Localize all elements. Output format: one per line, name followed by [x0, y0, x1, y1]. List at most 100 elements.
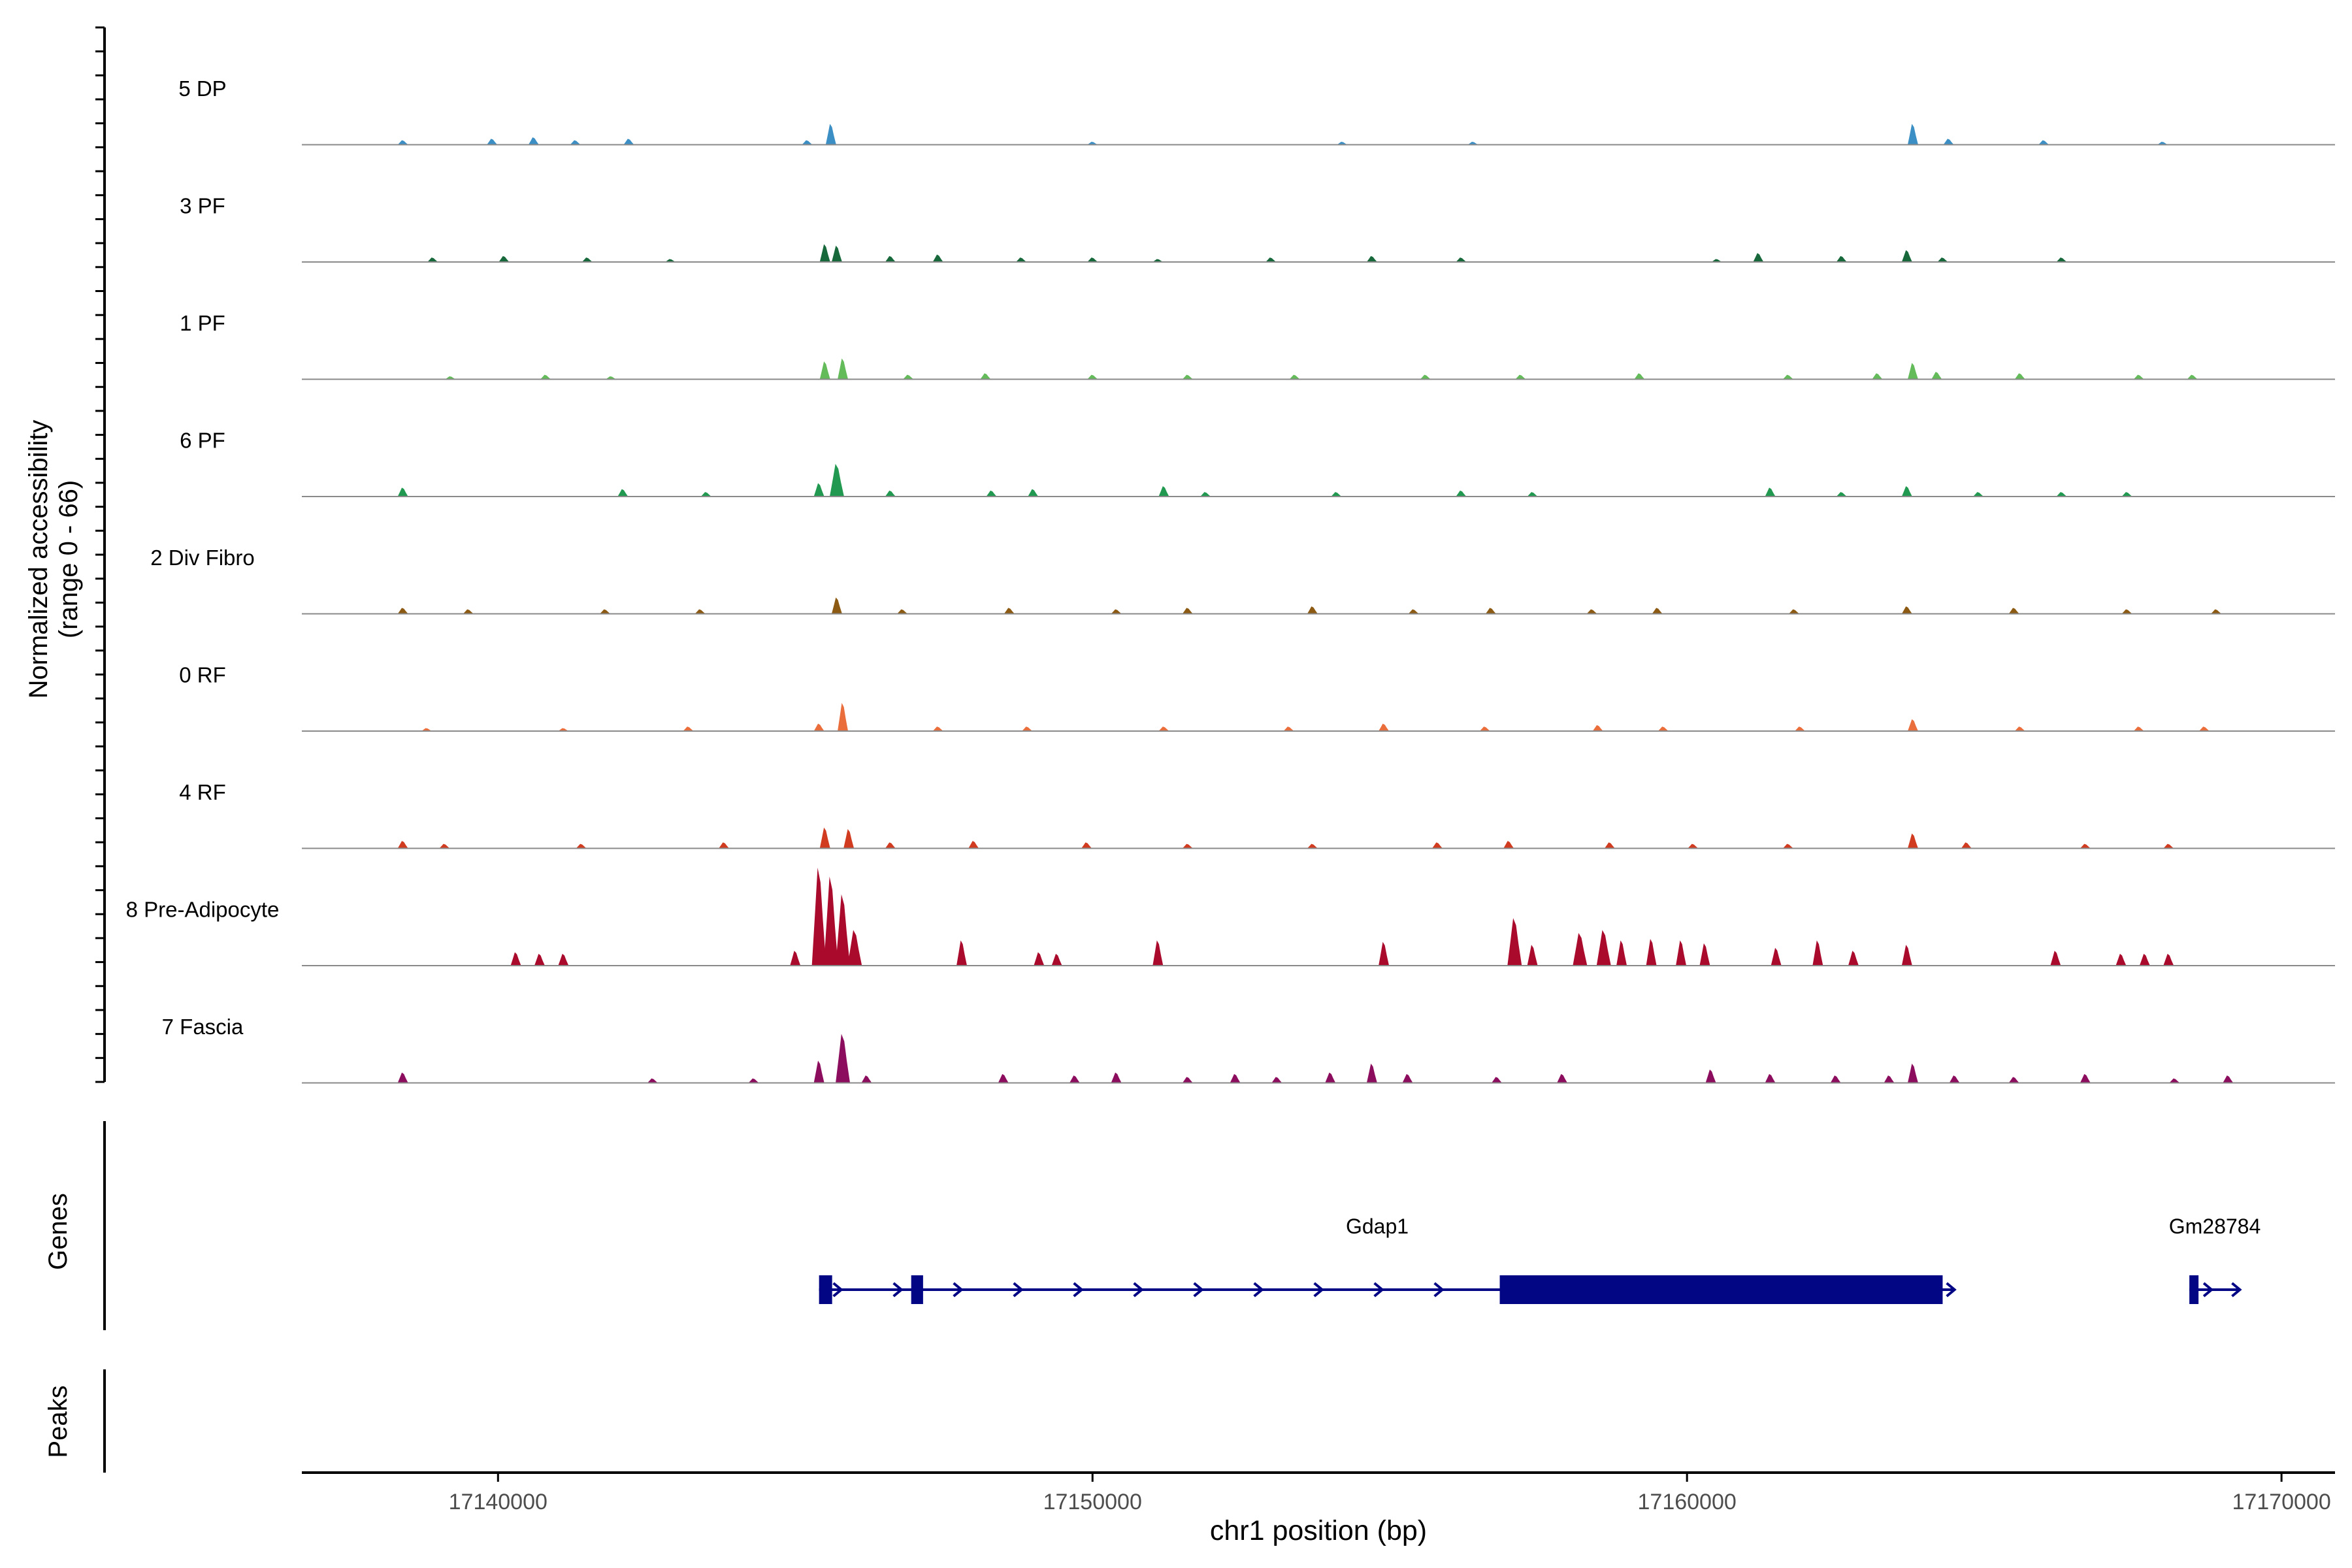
genes-panel-label: Genes: [44, 1193, 73, 1270]
track-label: 5 DP: [178, 76, 226, 101]
coverage-peak: [1830, 1075, 1841, 1083]
coverage-peak: [813, 483, 825, 497]
coverage-peak: [1901, 250, 1912, 262]
coverage-peak: [1592, 725, 1603, 731]
coverage-peak: [1604, 842, 1615, 849]
coverage-peak: [1699, 943, 1710, 966]
coverage-peak: [1901, 945, 1912, 966]
coverage-peak: [843, 828, 855, 849]
gene-strand-chevron: [832, 1282, 843, 1298]
coverage-peak: [2121, 609, 2132, 614]
coverage-peak: [1788, 609, 1799, 614]
coverage-peak: [1456, 257, 1467, 262]
coverage-peak: [1266, 257, 1277, 262]
coverage-peak: [2187, 374, 2198, 380]
coverage-peak: [600, 609, 611, 614]
coverage-peak: [1848, 951, 1859, 966]
coverage-peak: [528, 137, 539, 145]
coverage-peak: [2133, 727, 2144, 731]
coverage-peak: [1200, 492, 1211, 497]
y-axis-label-line1: Normalized accessibility: [24, 420, 53, 699]
coverage-peak: [2163, 843, 2174, 849]
coverage-peak: [1616, 940, 1627, 966]
track-3-pf: 3 PF: [180, 194, 2335, 263]
coverage-peak: [694, 609, 706, 614]
coverage-peak: [1812, 940, 1823, 966]
x-tick-label: 17140000: [449, 1490, 547, 1514]
coverage-peak: [802, 140, 813, 145]
coverage-peak: [1111, 609, 1122, 614]
coverage-peak: [623, 139, 634, 145]
coverage-peak: [1182, 374, 1193, 380]
coverage-peak: [1907, 833, 1918, 849]
coverage-peak: [1634, 373, 1645, 380]
coverage-peak: [1507, 918, 1522, 966]
coverage-peak: [1034, 952, 1045, 966]
coverage-peak: [932, 727, 943, 731]
coverage-peak: [813, 1060, 825, 1083]
track-0-rf: 0 RF: [179, 663, 2335, 732]
coverage-peak: [998, 1073, 1009, 1083]
coverage-peak: [498, 255, 510, 262]
coverage-peak: [1366, 255, 1377, 262]
coverage-peak: [1467, 141, 1478, 145]
track-4-rf: 4 RF: [179, 780, 2335, 849]
coverage-peak: [1705, 1070, 1716, 1083]
coverage-peak: [790, 951, 801, 966]
coverage-peak: [1087, 374, 1098, 380]
coverage-peak: [748, 1078, 759, 1083]
coverage-peak: [1515, 374, 1526, 380]
coverage-peak: [1051, 953, 1062, 966]
track-label: 7 Fascia: [162, 1015, 244, 1039]
coverage-tracks: 5 DP 3 PF 1 PF 6 PF 2 Div Fibro 0 RF 4 RF 8 Pre…: [126, 76, 2335, 1084]
coverage-peak: [825, 123, 836, 145]
coverage-peak: [1901, 486, 1912, 497]
coverage-peak: [1331, 492, 1342, 497]
coverage-peak: [1652, 608, 1663, 614]
coverage-peak: [1307, 606, 1318, 614]
coverage-peak: [397, 608, 408, 614]
gene-strand-chevron: [1253, 1282, 1264, 1298]
coverage-peak: [1676, 940, 1687, 966]
coverage-peak: [1485, 608, 1496, 614]
coverage-peak: [861, 1075, 872, 1083]
gene-exon: [911, 1275, 923, 1304]
gene-exon: [819, 1275, 832, 1304]
coverage-peak: [838, 702, 849, 731]
coverage-peak: [2223, 1075, 2234, 1083]
track-1-pf: 1 PF: [180, 311, 2335, 380]
gene-name-label: Gm28784: [2169, 1215, 2261, 1238]
coverage-peak: [2198, 727, 2210, 731]
track-label: 6 PF: [180, 429, 225, 453]
coverage-peak: [1379, 723, 1390, 731]
coverage-peak: [885, 842, 896, 849]
coverage-peak: [823, 876, 838, 966]
coverage-peak: [836, 894, 851, 966]
coverage-peak: [2163, 953, 2174, 966]
coverage-peak: [397, 841, 408, 849]
coverage-peak: [811, 868, 826, 966]
coverage-peak: [1022, 727, 1033, 731]
coverage-peak: [397, 487, 408, 497]
coverage-peak: [1557, 1073, 1568, 1083]
gene-strand-chevron: [953, 1282, 964, 1298]
coverage-peak: [1431, 842, 1443, 849]
coverage-peak: [847, 930, 862, 966]
coverage-peak: [932, 254, 943, 262]
coverage-peak: [1527, 945, 1538, 966]
coverage-y-ticks: [95, 26, 105, 1083]
coverage-peak: [397, 140, 408, 145]
coverage-peak: [1503, 841, 1514, 849]
gene-strand-chevron: [2202, 1282, 2214, 1298]
coverage-peak: [1949, 1075, 1960, 1083]
coverage-peak: [1836, 492, 1847, 497]
coverage-peak: [1765, 487, 1776, 497]
track-8-pre-adipocyte: 8 Pre-Adipocyte: [126, 868, 2335, 966]
coverage-peak: [1289, 374, 1300, 380]
coverage-peak: [1527, 492, 1538, 497]
coverage-peak: [1931, 372, 1942, 380]
coverage-peak: [1771, 947, 1782, 966]
coverage-peak: [1081, 842, 1092, 849]
